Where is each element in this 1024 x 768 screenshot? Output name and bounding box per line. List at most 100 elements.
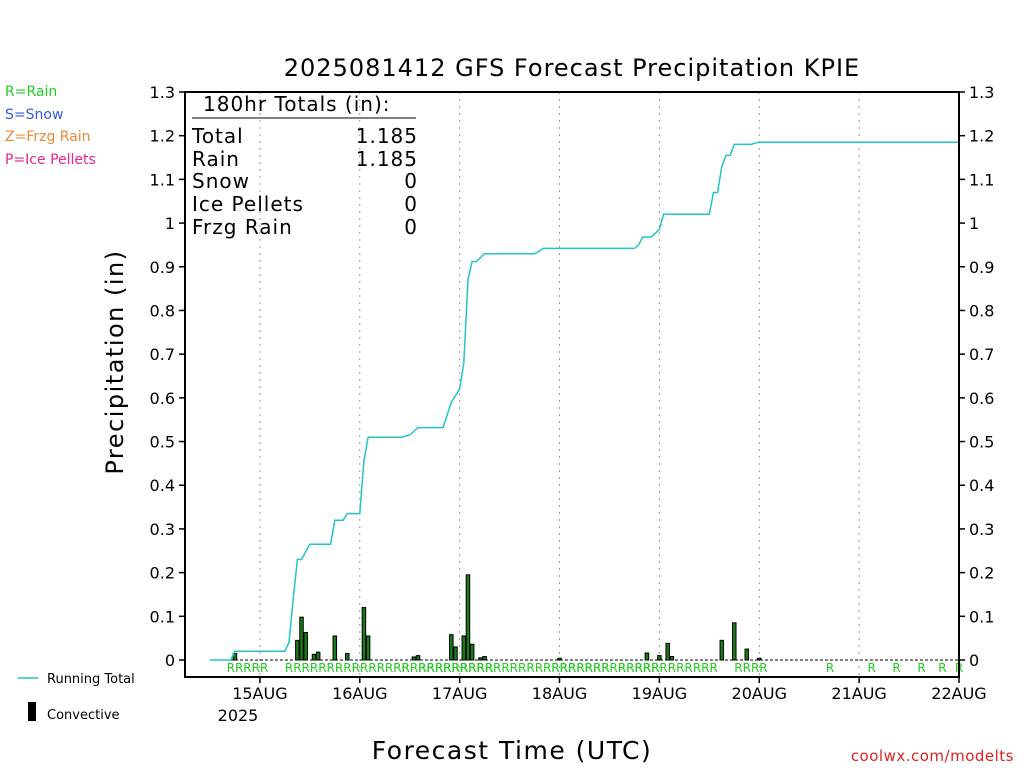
convective-bar: [719, 639, 725, 661]
y-tick-label: 0.5: [969, 433, 994, 452]
totals-row-label: Frzg Rain: [192, 215, 293, 239]
convective-legend-label: Convective: [47, 708, 120, 723]
convective-bar: [744, 648, 750, 661]
convective-bar: [295, 639, 300, 661]
y-tick-label: 0: [969, 651, 979, 670]
chart-title: 2025081412 GFS Forecast Precipitation KP…: [284, 54, 860, 82]
precip-type-mark: RRRRRRRRRRRRRRRRRRRRRRRRR: [285, 661, 493, 675]
precip-type-mark: RRRRRRRRRRRRRRRRRRR: [451, 661, 609, 675]
convective-bar: [311, 653, 317, 661]
precip-type-mark: R: [826, 661, 834, 675]
totals-row-value: 0: [404, 169, 418, 193]
totals-row-value: 1.185: [356, 147, 418, 171]
y-tick-label: 1.2: [969, 127, 994, 146]
convective-bar: [461, 635, 467, 661]
x-tick-label: 20AUG: [732, 684, 787, 703]
running-total-legend-label: Running Total: [47, 672, 135, 687]
x-tick-label: 15AUG: [232, 684, 287, 703]
convective-bar: [303, 631, 308, 661]
convective-bar: [478, 657, 483, 661]
precip-type-mark: RRRRR: [618, 661, 660, 675]
y-tick-label: 0.7: [150, 345, 175, 364]
totals-row-label: Total: [191, 124, 244, 148]
totals-box: 180hr Totals (in): Total 1.185 Rain 1.18…: [191, 92, 418, 239]
x-tick-label: 17AUG: [432, 684, 487, 703]
legend-ice-pellets: P=Ice Pellets: [5, 152, 96, 168]
convective-bar: [557, 657, 562, 661]
totals-row-label: Rain: [192, 147, 240, 171]
x-tick-label: 21AUG: [831, 684, 886, 703]
y-tick-label: 1: [969, 214, 979, 233]
precip-type-mark: R: [867, 661, 875, 675]
y-tick-label: 1.2: [150, 127, 175, 146]
y-tick-label: 0.8: [150, 301, 175, 320]
totals-row-value: 0: [404, 192, 418, 216]
y-tick-label: 0.5: [150, 433, 175, 452]
y-tick-label: 1: [165, 214, 175, 233]
totals-row-value: 1.185: [356, 124, 418, 148]
convective-bar: [482, 656, 487, 661]
y-axis-ticks: 0 00.1 0.10.2 0.20.3 0.30.4 0.40.5 0.50.6 0.60.…: [150, 83, 995, 670]
precip-type-mark: RRRRRR: [418, 661, 468, 675]
convective-bars: [232, 574, 762, 661]
precip-type-mark: R: [401, 661, 409, 675]
y-tick-label: 1.1: [150, 170, 175, 189]
convective-bar: [299, 616, 304, 661]
convective-bar: [415, 655, 421, 661]
y-tick-label: 0: [165, 651, 175, 670]
precip-type-mark: R: [892, 661, 900, 675]
x-axis-label: Forecast Time (UTC): [372, 736, 652, 765]
convective-bar: [345, 652, 350, 661]
x-tick-label: 16AUG: [332, 684, 387, 703]
credit-text: coolwx.com/modelts: [851, 747, 1014, 765]
y-axis-label: Precipitation (in): [101, 249, 129, 474]
totals-header: 180hr Totals (in):: [203, 92, 391, 116]
convective-bar: [315, 651, 321, 661]
convective-bar: [411, 656, 417, 661]
precip-type-mark: RRRRRRRRRRRRR: [551, 661, 659, 675]
convective-bar: [332, 635, 338, 661]
legend-freezing-rain: Z=Frzg Rain: [5, 129, 91, 145]
running-total-line: [210, 141, 959, 661]
y-tick-label: 0.7: [969, 345, 994, 364]
x-axis-ticks: 15AUG 16AUG 17AUG 18AUG 19AUG 20AUG 21AUG 22AUG: [232, 677, 987, 703]
y-tick-label: 0.4: [969, 476, 994, 495]
y-tick-label: 0.8: [969, 301, 994, 320]
convective-bar: [665, 642, 670, 661]
y-tick-label: 1.3: [969, 83, 994, 102]
convective-legend-swatch: [28, 702, 36, 721]
running-total-polyline: [210, 141, 959, 661]
convective-bar: [469, 643, 475, 661]
y-tick-label: 0.1: [969, 607, 994, 626]
y-tick-label: 1.1: [969, 170, 994, 189]
y-tick-label: 0.3: [150, 520, 175, 539]
precip-type-legend: R=Rain S=Snow Z=Frzg Rain P=Ice Pellets: [5, 84, 96, 168]
precip-type-mark: R: [917, 661, 925, 675]
precip-type-mark: RRRRRRRRR: [643, 661, 718, 675]
y-tick-label: 0.9: [969, 258, 994, 277]
legend-rain: R=Rain: [5, 84, 57, 100]
y-tick-label: 0.9: [150, 258, 175, 277]
totals-row-label: Snow: [192, 169, 250, 193]
legend-snow: S=Snow: [5, 107, 63, 123]
year-label: 2025: [218, 706, 259, 725]
convective-bar: [453, 646, 458, 661]
y-tick-label: 1.3: [150, 83, 175, 102]
plot-frame: [184, 91, 960, 678]
y-tick-label: 0.4: [150, 476, 175, 495]
y-tick-label: 0.6: [969, 389, 994, 408]
convective-bar: [732, 622, 737, 661]
convective-bar: [365, 635, 371, 661]
y-tick-label: 0.1: [150, 607, 175, 626]
totals-row-label: Ice Pellets: [192, 192, 304, 216]
x-tick-label: 19AUG: [632, 684, 687, 703]
series-legend: Running Total Convective: [18, 672, 135, 723]
vertical-gridlines: [209, 92, 959, 677]
totals-row-value: 0: [404, 215, 418, 239]
y-tick-label: 0.3: [969, 520, 994, 539]
y-tick-label: 0.2: [150, 564, 175, 583]
convective-bar: [232, 652, 238, 661]
x-tick-label: 18AUG: [532, 684, 587, 703]
precip-type-mark: RRRR: [734, 661, 767, 675]
